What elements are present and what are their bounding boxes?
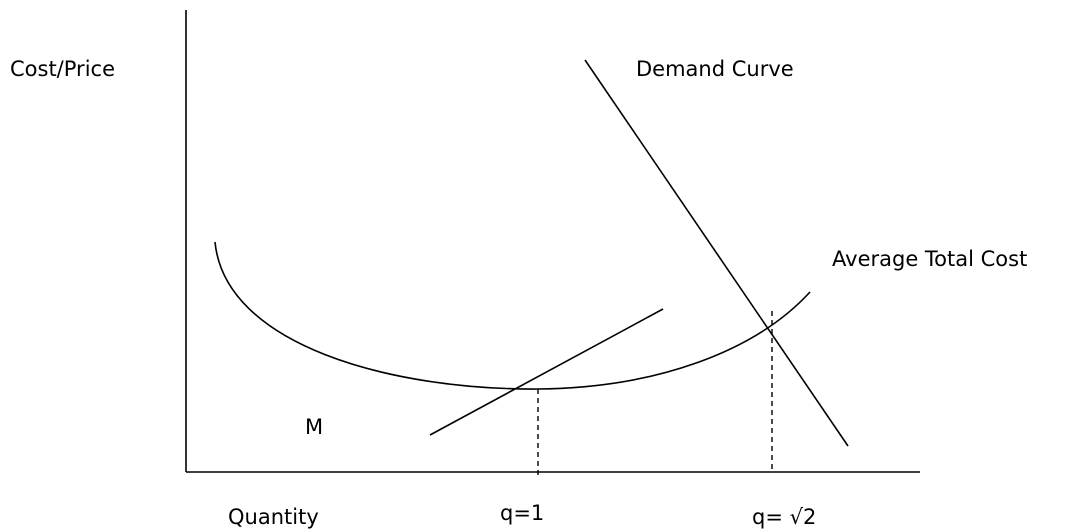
x-axis-label: Quantity [228, 505, 319, 529]
atc-label: Average Total Cost [832, 247, 1027, 271]
demand-curve [584, 59, 849, 447]
average-total-cost-curve [214, 241, 811, 390]
marker-label: q= √2 [752, 505, 816, 529]
marker-label: q=1 [500, 501, 544, 525]
tangent-label: M [305, 415, 323, 439]
y-axis-label: Cost/Price [10, 57, 115, 81]
demand-label: Demand Curve [636, 57, 794, 81]
tangent-line [429, 308, 664, 436]
